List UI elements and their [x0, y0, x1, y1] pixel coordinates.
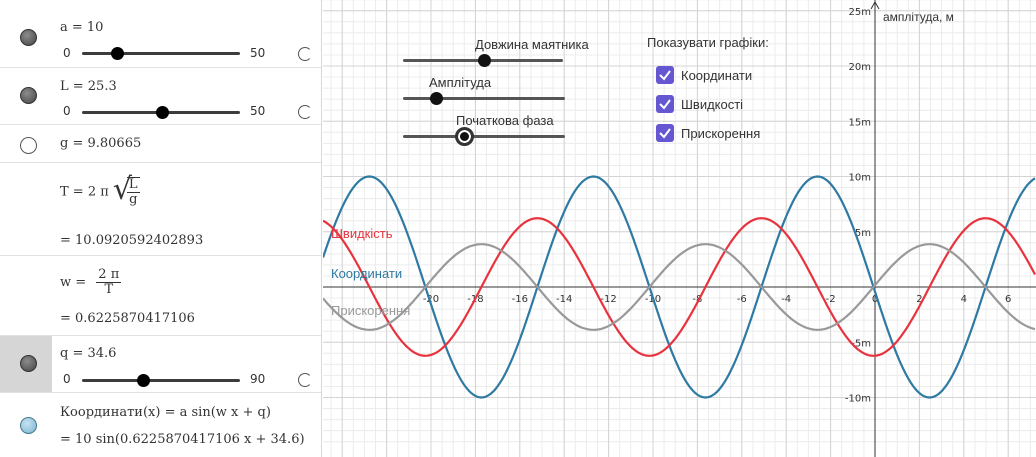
marble-col: [0, 393, 52, 457]
x-tick-label: -20: [423, 294, 439, 305]
play-icon[interactable]: [298, 373, 312, 387]
x-tick-label: -6: [737, 294, 747, 305]
x-tick-label: 6: [1005, 294, 1011, 305]
formula-coord-value: = 10 sin(0.6225870417106 x + 34.6): [60, 432, 305, 447]
y-tick-label: 10m: [849, 173, 871, 184]
slider-L-knob[interactable]: [156, 106, 169, 119]
y-tick-label: 5m: [855, 228, 871, 239]
x-tick-label: 0: [872, 294, 878, 305]
slider-amplitude-track[interactable]: [403, 97, 565, 100]
x-tick-label: -2: [826, 294, 836, 305]
checkbox-checked-icon[interactable]: [656, 66, 674, 84]
formula-T-num: L: [126, 177, 140, 193]
x-tick-label: -12: [600, 294, 616, 305]
slider-amplitude-knob[interactable]: [430, 92, 443, 105]
x-tick-label: -16: [512, 294, 528, 305]
variable-q-label: q = 34.6: [60, 346, 117, 361]
checkbox-coord-label: Координати: [681, 68, 753, 83]
curve-2: [323, 243, 1036, 331]
y-tick-label: 20m: [849, 62, 871, 73]
variable-L-label: L = 25.3: [60, 79, 117, 94]
accel-curve-label: Прискорення: [331, 303, 411, 318]
checkbox-checked-icon[interactable]: [656, 95, 674, 113]
graphics-view[interactable]: -20 -18 -16 -14 -12 -10 -8 -6 -4 -2 0 2 4 6 25m 20m 15m 1…: [323, 0, 1036, 457]
algebra-view: a = 10 0 50 L = 25.3 0 50 g = 9.80665 T …: [0, 0, 322, 457]
slider-L-min: 0: [63, 104, 71, 118]
slider-L-max: 50: [250, 104, 266, 118]
play-icon[interactable]: [298, 105, 312, 119]
algebra-row-coord[interactable]: Координати(x) = a sin(w x + q) = 10 sin(…: [0, 393, 321, 457]
checkbox-checked-icon[interactable]: [656, 124, 674, 142]
slider-a-track[interactable]: [82, 52, 240, 55]
function-plot[interactable]: -20 -18 -16 -14 -12 -10 -8 -6 -4 -2 0 2 4 625m20m15m1…: [323, 0, 1036, 457]
slider-q-min: 0: [63, 372, 71, 386]
visibility-toggle-icon[interactable]: [20, 355, 37, 372]
variable-g-label: g = 9.80665: [60, 136, 142, 151]
play-icon[interactable]: [298, 47, 312, 61]
x-tick-label: -14: [556, 294, 572, 305]
slider-length-knob[interactable]: [478, 54, 491, 67]
y-tick-label: -5m: [851, 338, 871, 349]
slider-q-max: 90: [250, 372, 266, 386]
algebra-row-L[interactable]: L = 25.3 0 50: [0, 68, 321, 125]
marble-col: [0, 163, 52, 255]
y-tick-label: 25m: [849, 7, 871, 18]
formula-w-den: T: [104, 282, 114, 297]
visibility-toggle-icon[interactable]: [20, 137, 37, 154]
visibility-toggle-icon[interactable]: [20, 87, 37, 104]
formula-T-lhs: T = 2 π: [60, 184, 109, 200]
slider-a-min: 0: [63, 46, 71, 60]
visibility-toggle-icon[interactable]: [20, 417, 37, 434]
x-tick-label: -4: [781, 294, 791, 305]
x-tick-label: 4: [961, 294, 967, 305]
checkbox-accel-label: Прискорення: [681, 126, 761, 141]
marble-col: [0, 125, 52, 162]
slider-q-track[interactable]: [82, 379, 240, 382]
coord-curve-label: Координати: [331, 266, 403, 281]
formula-w-lhs: w =: [60, 275, 87, 290]
marble-col: [0, 0, 52, 67]
variable-a-label: a = 10: [60, 20, 104, 35]
marble-col: [0, 256, 52, 335]
x-tick-label: 2: [916, 294, 922, 305]
formula-w-value: = 0.6225870417106: [60, 311, 195, 326]
x-tick-label: -8: [692, 294, 702, 305]
slider-q-knob[interactable]: [137, 374, 150, 387]
slider-phase-track[interactable]: [403, 135, 565, 138]
velocity-curve-label: Швидкість: [331, 226, 393, 241]
slider-length-label: Довжина маятника: [475, 37, 589, 52]
y-tick-label: -10m: [845, 394, 871, 405]
algebra-row-q[interactable]: q = 34.6 0 90: [0, 336, 321, 393]
visibility-toggle-icon[interactable]: [20, 29, 37, 46]
curve-0: [323, 175, 1036, 399]
slider-a-max: 50: [250, 46, 266, 60]
formula-coord: Координати(x) = a sin(w x + q): [60, 405, 271, 420]
marble-col: [0, 68, 52, 124]
slider-phase-knob[interactable]: [455, 127, 474, 146]
y-tick-label: 15m: [849, 117, 871, 128]
formula-T-den: g: [129, 192, 138, 207]
algebra-row-g[interactable]: g = 9.80665: [0, 125, 321, 163]
checkbox-velocity-label: Швидкості: [681, 97, 744, 112]
y-axis-label: амплітуда, м: [883, 10, 954, 24]
formula-T-value: = 10.0920592402893: [60, 233, 204, 248]
y-axis-arrow-icon: [870, 0, 880, 10]
slider-a-knob[interactable]: [111, 47, 124, 60]
algebra-row-a[interactable]: a = 10 0 50: [0, 0, 321, 68]
slider-amplitude-label: Амплітуда: [429, 75, 492, 90]
slider-phase-label: Початкова фаза: [456, 113, 554, 128]
formula-w-num: 2 π: [96, 267, 122, 283]
curve-1: [323, 217, 1036, 357]
show-graphs-label: Показувати графіки:: [647, 35, 769, 50]
marble-col: [0, 336, 52, 392]
